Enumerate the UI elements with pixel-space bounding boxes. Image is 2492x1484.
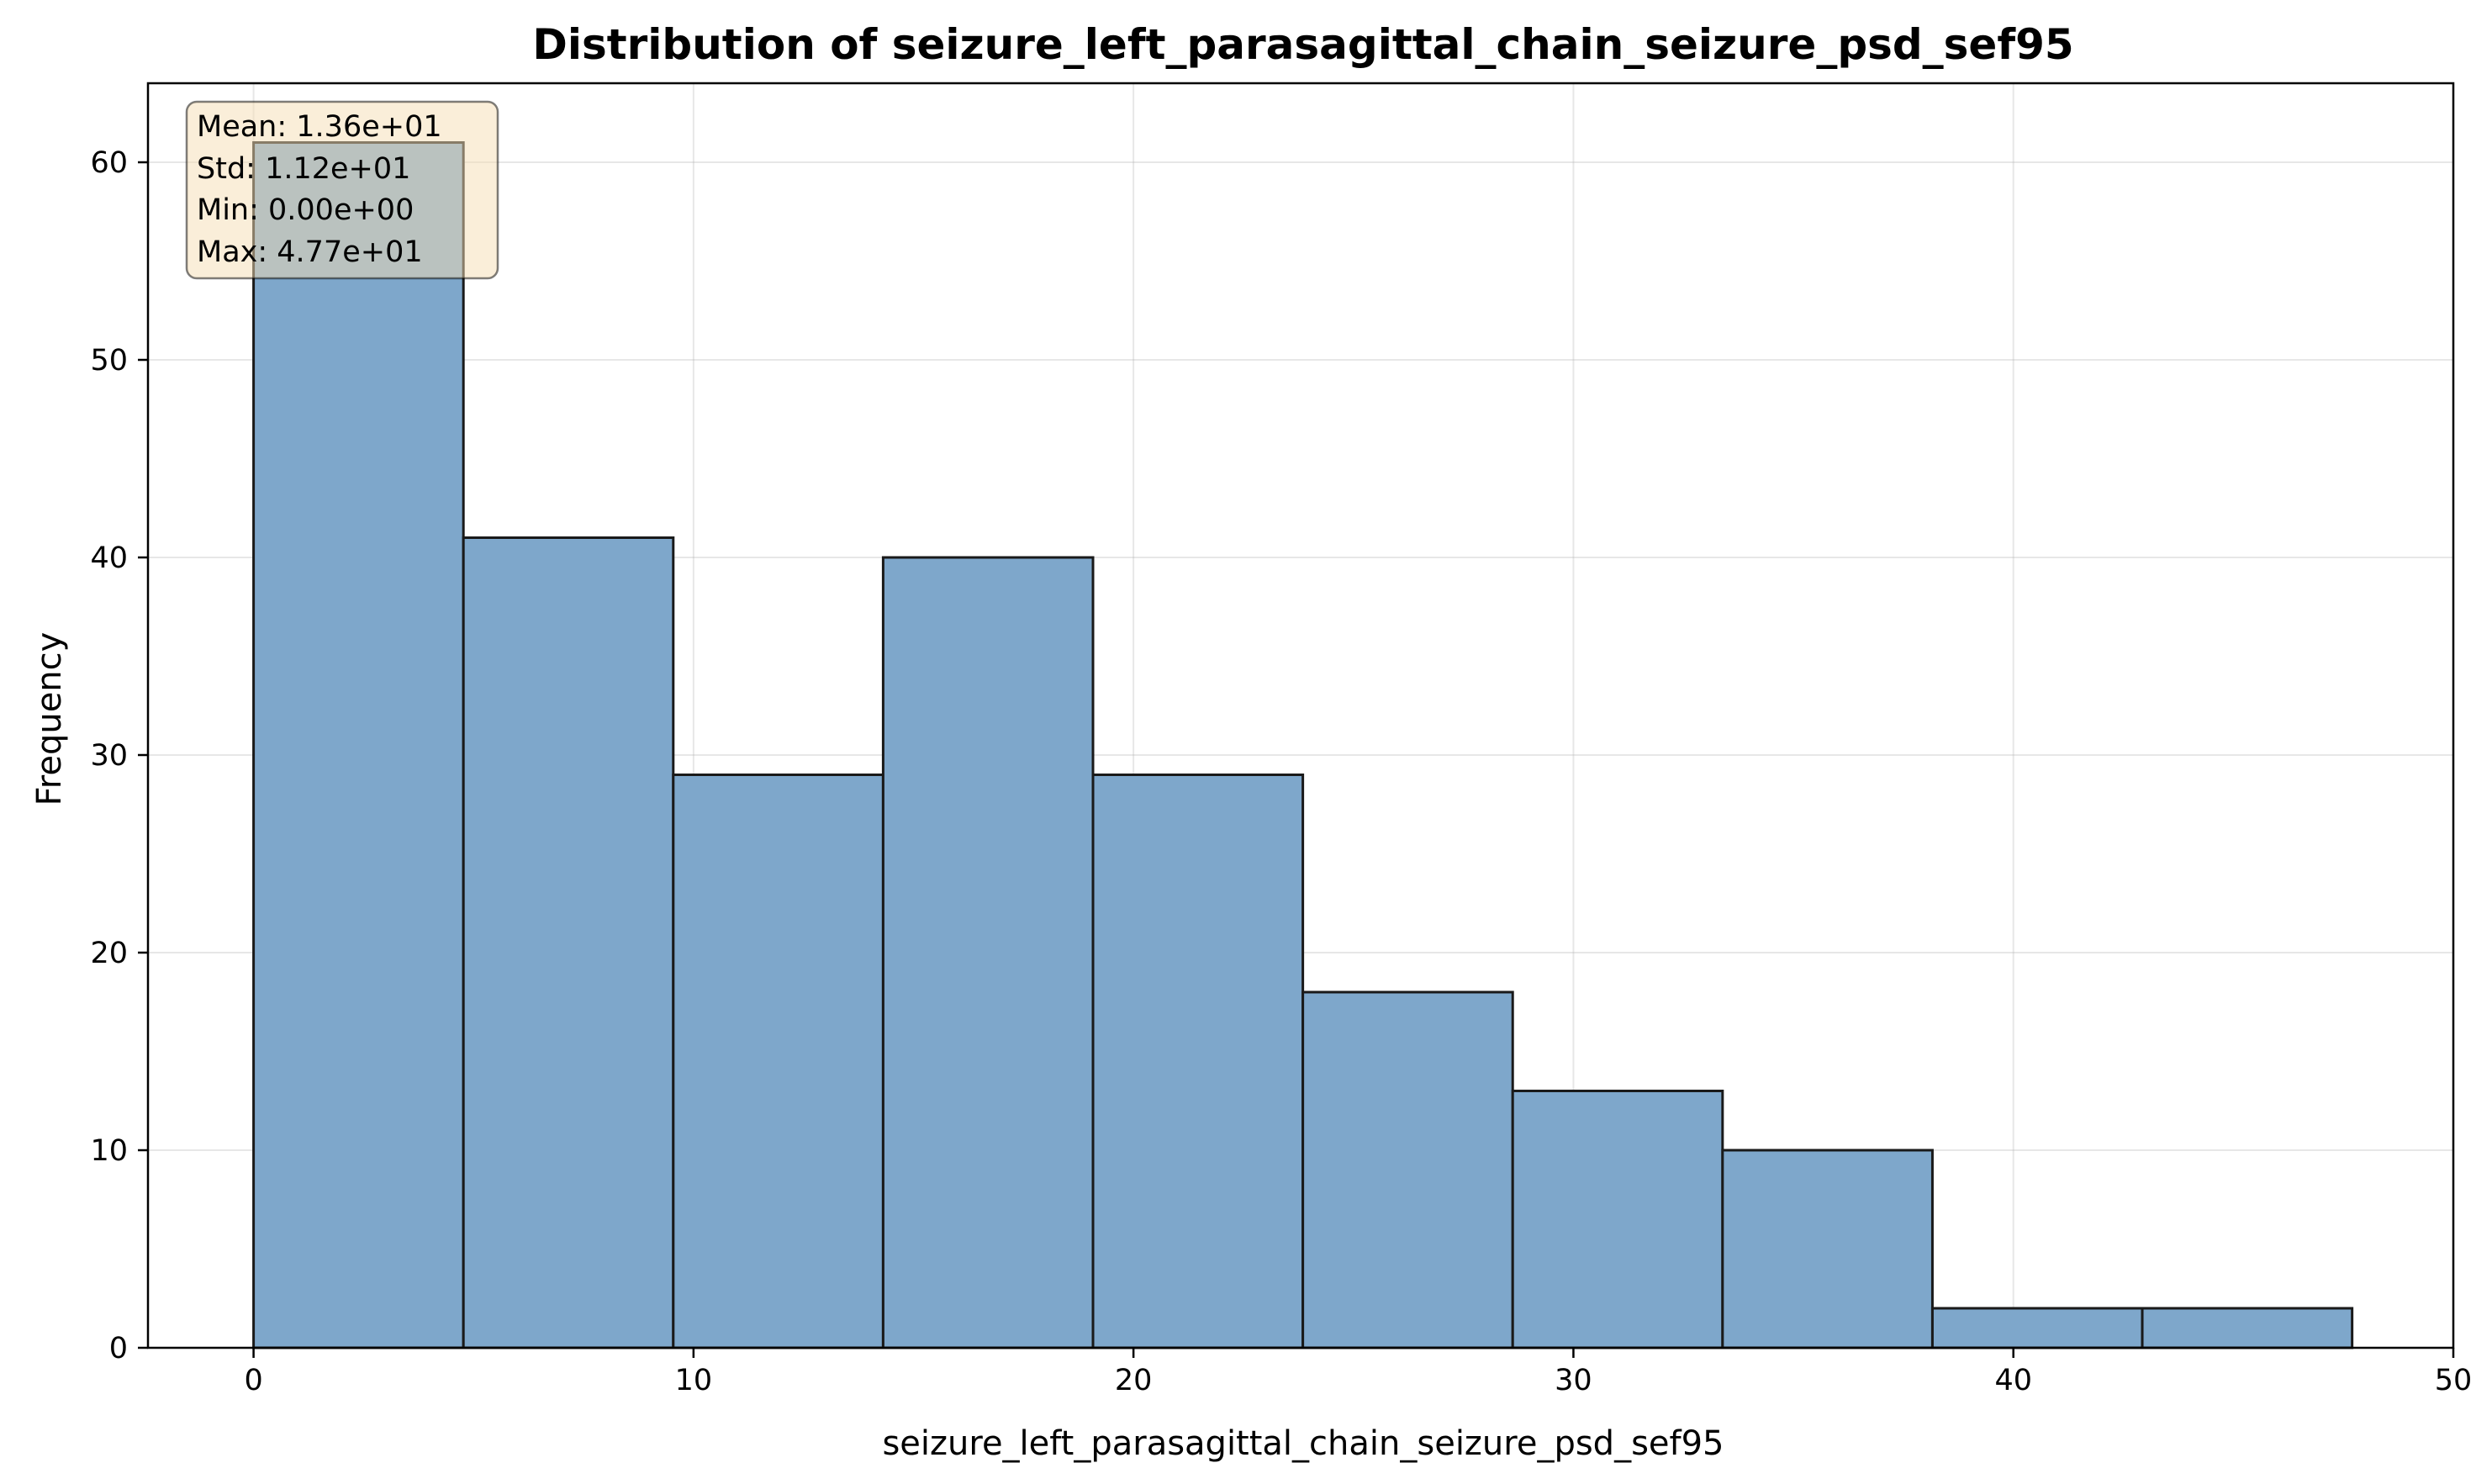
histogram-bars bbox=[252, 141, 2354, 1349]
y-axis-label: Frequency bbox=[30, 632, 69, 806]
axis-ticks: 0 10 20 30 40 50 0 10 20 30 40 50 60 bbox=[90, 146, 2472, 1397]
chart-title: Distribution of seizure_left_parasagitta… bbox=[532, 20, 2073, 69]
y-tick-label: 10 bbox=[90, 1134, 128, 1168]
x-tick-label: 10 bbox=[675, 1364, 713, 1397]
x-tick-label: 0 bbox=[244, 1364, 262, 1397]
stats-mean: Mean: 1.36e+01 bbox=[197, 110, 442, 144]
stats-box-background bbox=[185, 100, 499, 280]
y-tick-label: 40 bbox=[90, 541, 128, 575]
x-tick-label: 20 bbox=[1115, 1364, 1153, 1397]
x-axis-label: seizure_left_parasagittal_chain_seizure_… bbox=[882, 1424, 1724, 1463]
y-tick-label: 20 bbox=[90, 937, 128, 970]
histogram-bar-4 bbox=[881, 556, 1095, 1349]
x-tick-label: 50 bbox=[2435, 1364, 2473, 1397]
histogram-bar-8 bbox=[1721, 1149, 1934, 1349]
stats-min: Min: 0.00e+00 bbox=[197, 193, 414, 227]
stats-box: Mean: 1.36e+01 Std: 1.12e+01 Min: 0.00e+… bbox=[185, 100, 499, 280]
histogram-bar-3 bbox=[672, 774, 884, 1349]
y-tick-label: 60 bbox=[90, 146, 128, 180]
histogram-bar-2 bbox=[462, 536, 675, 1349]
histogram-bar-7 bbox=[1511, 1090, 1724, 1349]
histogram-bar-9 bbox=[1930, 1307, 2144, 1349]
plot-area-frame bbox=[146, 82, 2455, 1349]
histogram-bar-1 bbox=[252, 141, 465, 1349]
y-tick-label: 50 bbox=[90, 344, 128, 378]
stats-max: Max: 4.77e+01 bbox=[197, 235, 423, 269]
histogram-bar-5 bbox=[1091, 774, 1305, 1349]
y-tick-label: 30 bbox=[90, 739, 128, 773]
x-tick-label: 30 bbox=[1555, 1364, 1592, 1397]
histogram-bar-10 bbox=[2141, 1307, 2354, 1349]
stats-std: Std: 1.12e+01 bbox=[197, 152, 410, 186]
x-tick-label: 40 bbox=[1994, 1364, 2032, 1397]
histogram-bar-6 bbox=[1301, 990, 1514, 1349]
y-tick-label: 0 bbox=[109, 1332, 128, 1365]
